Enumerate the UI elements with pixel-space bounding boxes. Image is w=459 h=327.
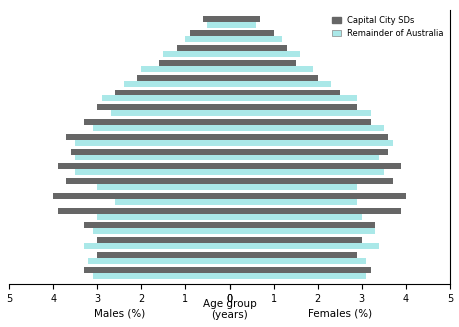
Bar (230, 104, 357, 110)
Bar (111, 110, 230, 116)
Bar (230, 134, 388, 140)
Bar (230, 267, 370, 273)
Bar (93, 125, 230, 131)
Bar (97, 184, 230, 190)
Bar (124, 81, 230, 87)
Bar (190, 30, 230, 36)
Bar (163, 51, 230, 57)
X-axis label: Females (%): Females (%) (308, 308, 372, 318)
Bar (207, 22, 230, 27)
X-axis label: Males (%): Males (%) (94, 308, 145, 318)
Bar (230, 193, 406, 199)
Bar (230, 81, 331, 87)
Bar (84, 267, 230, 273)
Bar (159, 60, 230, 66)
Bar (67, 134, 230, 140)
Bar (230, 110, 370, 116)
Bar (230, 155, 379, 161)
Bar (230, 60, 296, 66)
Text: Age group
(years): Age group (years) (202, 299, 257, 320)
Bar (97, 252, 230, 258)
Bar (75, 169, 230, 175)
Bar (230, 16, 260, 22)
Bar (230, 258, 366, 264)
Bar (203, 16, 230, 22)
Bar (84, 119, 230, 125)
Bar (84, 222, 230, 228)
Bar (230, 125, 384, 131)
Bar (230, 273, 366, 279)
Bar (58, 208, 230, 214)
Bar (230, 149, 388, 155)
Bar (89, 258, 230, 264)
Bar (177, 45, 230, 51)
Bar (230, 95, 357, 101)
Bar (230, 30, 274, 36)
Bar (230, 252, 357, 258)
Bar (230, 184, 357, 190)
Bar (230, 90, 340, 95)
Bar (93, 273, 230, 279)
Bar (102, 95, 230, 101)
Bar (230, 214, 362, 219)
Bar (58, 164, 230, 169)
Bar (137, 75, 230, 81)
Bar (230, 243, 379, 249)
Bar (230, 222, 375, 228)
Bar (97, 214, 230, 219)
Bar (230, 208, 401, 214)
Bar (97, 237, 230, 243)
Bar (93, 228, 230, 234)
Legend: Capital City SDs, Remainder of Australia: Capital City SDs, Remainder of Australia (331, 14, 446, 40)
Bar (230, 228, 375, 234)
Bar (141, 66, 230, 72)
Bar (67, 178, 230, 184)
Bar (230, 36, 282, 42)
Bar (230, 169, 384, 175)
Bar (230, 51, 300, 57)
Bar (230, 66, 313, 72)
Bar (84, 243, 230, 249)
Bar (230, 178, 392, 184)
Bar (185, 36, 230, 42)
Bar (115, 90, 230, 95)
Bar (230, 45, 287, 51)
Bar (53, 193, 230, 199)
Bar (230, 75, 318, 81)
Bar (97, 104, 230, 110)
Bar (75, 140, 230, 146)
Bar (230, 199, 357, 205)
Bar (75, 155, 230, 161)
Bar (230, 237, 362, 243)
Bar (230, 22, 256, 27)
Bar (230, 140, 392, 146)
Bar (230, 119, 370, 125)
Bar (115, 199, 230, 205)
Bar (71, 149, 230, 155)
Bar (230, 164, 401, 169)
